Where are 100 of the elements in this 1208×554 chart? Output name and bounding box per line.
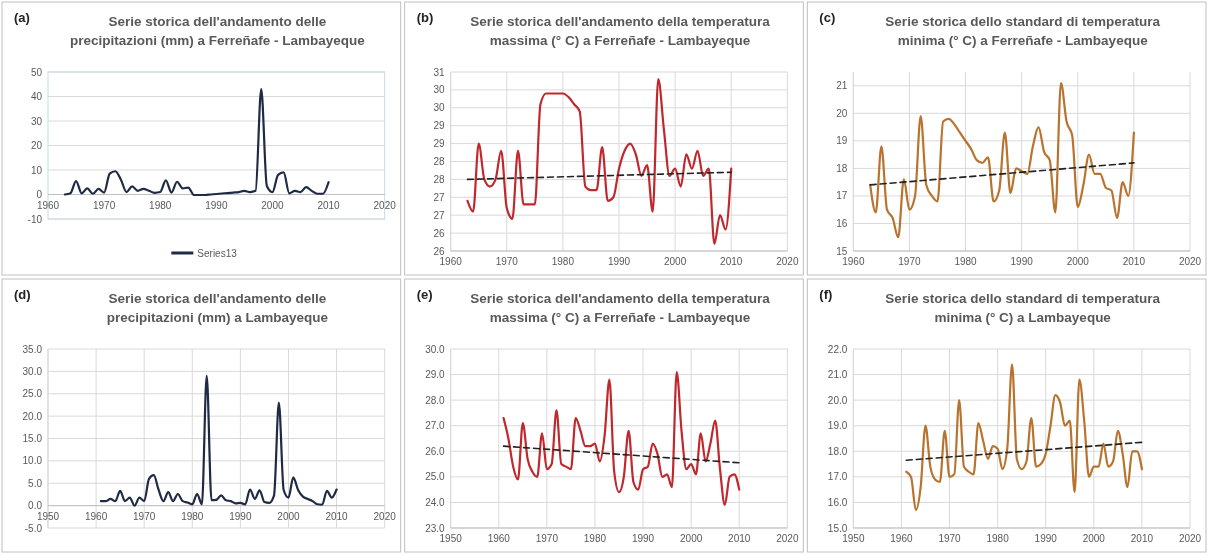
- text: (a): [14, 10, 30, 25]
- x-tick-label: 2000: [663, 256, 687, 267]
- y-tick-label: 20: [836, 107, 848, 119]
- line-series: [99, 374, 338, 507]
- y-tick-label: 21: [836, 80, 848, 92]
- line-series: [869, 81, 1135, 239]
- y-tick-label: 40: [30, 91, 43, 102]
- x-tick-label: 1970: [535, 533, 559, 544]
- x-tick-label: 2020: [1178, 256, 1202, 267]
- x-tick-label: 1970: [92, 199, 116, 211]
- y-tick-label: 19.0: [827, 420, 848, 432]
- x-tick-label: 2020: [373, 199, 397, 211]
- x-tick-label: 1950: [36, 510, 60, 522]
- y-tick-label: 17: [836, 190, 848, 202]
- x-tick-label: 1990: [229, 510, 252, 522]
- y-tick-label: 23.0: [425, 522, 446, 534]
- y-tick-label: 35.0: [22, 343, 43, 355]
- chart-title: Serie storica dell'andamento delle precipitazioni (mm) a Ferreñafe - Lambayeque: [69, 14, 366, 48]
- y-tick-label: 26.0: [425, 445, 446, 457]
- x-tick-label: 1990: [631, 533, 655, 544]
- y-tick-label: 15.0: [827, 522, 848, 534]
- y-tick-label: 27: [433, 209, 446, 221]
- x-tick-label: 2010: [325, 510, 349, 522]
- y-tick-label: 24.0: [425, 496, 446, 508]
- y-tick-label: 20.0: [827, 394, 848, 406]
- y-tick-label: 15.0: [22, 433, 43, 444]
- chart-title: Serie storica dello standard di temperatura minima (° C) a Ferreñafe - Lambayeque: [885, 14, 1161, 48]
- y-tick-label: 28: [433, 173, 446, 185]
- line-series: [466, 78, 733, 245]
- chart-title: Serie storica dell'andamento delle precipitazioni (mm) a Lambayeque: [106, 291, 329, 325]
- y-tick-label: 19: [836, 135, 848, 147]
- y-tick-label: 30: [433, 102, 446, 114]
- x-tick-label: 2010: [728, 533, 751, 544]
- x-tick-label: 2010: [720, 256, 743, 267]
- x-tick-label: 1960: [487, 533, 511, 544]
- y-tick-label: 30: [433, 84, 446, 96]
- x-tick-label: 1960: [84, 510, 108, 522]
- y-tick-label: 21.0: [827, 369, 848, 381]
- x-tick-label: 1990: [205, 199, 228, 211]
- y-tick-label: 0: [36, 189, 43, 200]
- x-tick-label: 1980: [149, 199, 172, 211]
- x-tick-label: 1960: [890, 533, 913, 544]
- x-tick-label: 2020: [776, 533, 799, 544]
- x-tick-label: 1950: [439, 533, 463, 544]
- y-tick-label: -10: [27, 213, 43, 225]
- y-tick-label: -5.0: [24, 522, 43, 534]
- x-tick-label: 1970: [133, 510, 156, 522]
- chart-title: Serie storica dell'andamento della temperatura massima (° C) a Ferreñafe - Lambayeque: [470, 14, 771, 48]
- x-tick-label: 2010: [1122, 256, 1146, 267]
- y-tick-label: 27: [433, 191, 446, 203]
- y-tick-label: 30: [30, 115, 43, 127]
- x-tick-label: 1960: [36, 199, 60, 211]
- x-tick-label: 2000: [1082, 533, 1106, 544]
- line-series: [905, 363, 1144, 512]
- y-tick-label: 0.0: [28, 500, 43, 512]
- x-tick-label: 2020: [1178, 533, 1202, 544]
- y-tick-label: 17.0: [827, 471, 848, 483]
- y-tick-label: 25.0: [22, 388, 43, 400]
- x-tick-label: 1980: [551, 256, 575, 267]
- x-tick-label: 2010: [317, 199, 341, 211]
- y-tick-label: 18: [836, 162, 848, 174]
- legend-label: Series13: [197, 247, 238, 259]
- x-tick-label: 1970: [938, 533, 962, 544]
- x-tick-label: 1970: [898, 256, 921, 267]
- text: (e): [416, 287, 433, 302]
- y-tick-label: 30.0: [22, 365, 43, 377]
- x-tick-label: 1980: [986, 533, 1010, 544]
- y-tick-label: 31: [433, 66, 446, 78]
- text: (b): [416, 10, 434, 25]
- x-tick-label: 1950: [842, 533, 865, 544]
- x-tick-label: 1980: [583, 533, 607, 544]
- x-tick-label: 2010: [1130, 533, 1154, 544]
- y-tick-label: 10: [30, 164, 43, 176]
- y-tick-label: 10.0: [22, 455, 43, 467]
- x-tick-label: 2000: [680, 533, 703, 544]
- y-tick-label: 28: [433, 156, 446, 167]
- chart-title: Serie storica dell'andamento della temperatura massima (° C) a Ferreñafe - Lambayeque: [470, 291, 771, 325]
- y-tick-label: 5.0: [28, 477, 43, 489]
- text: (f): [819, 287, 833, 302]
- x-tick-label: 1960: [842, 256, 865, 267]
- text: (d): [14, 287, 31, 302]
- y-tick-label: 26: [433, 245, 446, 257]
- x-tick-label: 1990: [1010, 256, 1034, 267]
- line-series: [502, 370, 741, 507]
- y-tick-label: 20.0: [22, 410, 43, 422]
- x-tick-label: 2000: [261, 199, 284, 211]
- y-tick-label: 29: [433, 120, 446, 132]
- x-tick-label: 1990: [607, 256, 631, 267]
- y-tick-label: 16: [836, 217, 848, 229]
- line-series: [63, 88, 330, 197]
- y-tick-label: 20: [30, 140, 43, 151]
- x-tick-label: 1970: [495, 256, 519, 267]
- y-tick-label: 29: [433, 138, 446, 150]
- y-tick-label: 18.0: [827, 445, 848, 457]
- x-tick-label: 1980: [954, 256, 978, 267]
- x-tick-label: 2000: [277, 510, 301, 522]
- x-tick-label: 2020: [776, 256, 799, 267]
- y-tick-label: 50: [30, 66, 43, 78]
- y-tick-label: 28.0: [425, 394, 446, 406]
- x-tick-label: 1960: [439, 256, 463, 267]
